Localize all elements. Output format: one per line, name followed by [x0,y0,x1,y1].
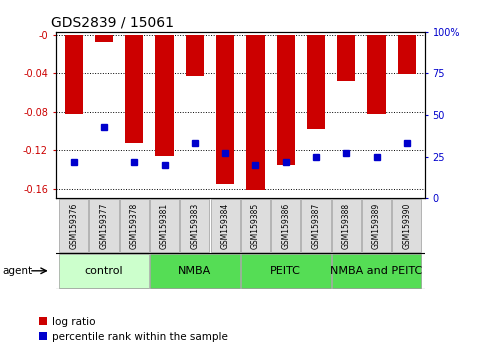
Text: GSM159384: GSM159384 [221,202,229,249]
Bar [277,35,295,165]
Text: GSM159377: GSM159377 [99,202,109,249]
Text: GSM159386: GSM159386 [281,202,290,249]
Text: PEITC: PEITC [270,266,301,276]
Bar [65,35,83,114]
Text: NMBA and PEITC: NMBA and PEITC [330,266,423,276]
Bar [216,35,234,184]
Bar [150,199,179,252]
Bar [332,254,421,288]
Bar [332,199,361,252]
Bar [95,35,113,42]
Text: GDS2839 / 15061: GDS2839 / 15061 [51,16,174,30]
Bar [180,199,210,252]
Bar [398,35,416,74]
Bar [120,199,149,252]
Text: GSM159387: GSM159387 [312,202,321,249]
Text: GSM159381: GSM159381 [160,202,169,249]
Bar [156,35,174,156]
Bar [368,35,385,114]
Text: GSM159376: GSM159376 [69,202,78,249]
Text: GSM159378: GSM159378 [130,202,139,249]
Bar [241,199,270,252]
Bar [307,35,325,129]
Bar [241,254,330,288]
Text: GSM159390: GSM159390 [402,202,412,249]
Text: control: control [85,266,123,276]
Bar [59,254,149,288]
Text: GSM159383: GSM159383 [190,202,199,249]
Bar [301,199,330,252]
Bar [362,199,391,252]
Text: NMBA: NMBA [178,266,212,276]
Text: GSM159389: GSM159389 [372,202,381,249]
Bar [337,35,355,81]
Bar [150,254,240,288]
Bar [246,35,265,190]
Text: agent: agent [2,266,32,276]
Text: GSM159388: GSM159388 [342,202,351,249]
Bar [271,199,300,252]
Bar [89,199,118,252]
Bar [125,35,143,143]
Legend: log ratio, percentile rank within the sample: log ratio, percentile rank within the sa… [39,316,227,342]
Text: GSM159385: GSM159385 [251,202,260,249]
Bar [211,199,240,252]
Bar [392,199,421,252]
Bar [59,199,88,252]
Bar [186,35,204,76]
